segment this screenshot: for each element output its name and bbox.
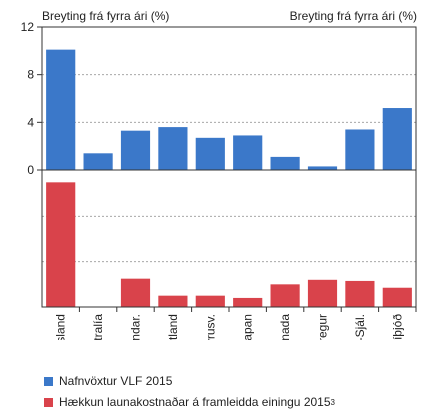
x-tick-label: Ástralía [90, 314, 105, 340]
legend-swatch-red [44, 397, 53, 407]
top-panel-bars [46, 49, 412, 171]
x-tick-label: Japan [241, 314, 255, 340]
bar-gdp-7 [307, 166, 338, 170]
x-tick-label: Nýja-Sjál. [353, 314, 367, 340]
bar-gdp-3 [158, 127, 188, 170]
x-tick-label: Svíþjóð [390, 314, 404, 340]
right-axis-label: Breyting frá fyrra ári (%) [290, 9, 417, 23]
left-axis-label: Breyting frá fyrra ári (%) [42, 9, 169, 23]
bar-labor-cost-7 [307, 279, 338, 307]
top-panel-y-ticks: 0 4 8 12 [21, 20, 42, 177]
x-tick-label: Bretland [166, 314, 180, 340]
bar-labor-cost-5 [233, 297, 263, 307]
bar-labor-cost-3 [158, 295, 188, 307]
bar-gdp-0 [46, 49, 76, 171]
bottom-panel-bars [46, 182, 412, 307]
bar-gdp-9 [382, 108, 412, 170]
bar-gdp-6 [270, 156, 300, 170]
bar-gdp-5 [233, 135, 263, 170]
legend-item-labor-cost: Hækkun launakostnaðar á framleidda einin… [44, 395, 335, 409]
y-tick-label: 0 [27, 163, 34, 177]
bar-labor-cost-2 [120, 278, 151, 307]
x-tick-label: Noregur [316, 314, 330, 340]
bar-chart: Breyting frá fyrra ári (%) Breyting frá … [21, 9, 417, 340]
legend-item-gdp: Nafnvöxtur VLF 2015 [44, 374, 172, 388]
legend-swatch-blue [44, 376, 53, 386]
x-tick-label: Kanada [278, 314, 292, 340]
bar-labor-cost-0 [46, 182, 76, 307]
bar-labor-cost-9 [382, 287, 412, 307]
y-tick-label: 8 [27, 68, 34, 82]
bar-labor-cost-6 [270, 284, 300, 307]
bar-gdp-2 [120, 130, 151, 170]
legend-label-labor-cost: Hækkun launakostnaðar á framleidda einin… [59, 395, 331, 409]
x-axis-tick-labels: Ísland Ástralía Bandar. Bretland Evrusv. Japa… [53, 307, 417, 340]
bar-gdp-1 [83, 153, 113, 170]
x-tick-label: Bandar. [129, 314, 143, 340]
bar-labor-cost-8 [345, 280, 375, 307]
top-panel-grid [42, 74, 416, 123]
y-tick-label: 12 [21, 20, 35, 34]
bar-labor-cost-4 [195, 295, 225, 307]
y-tick-label: 4 [27, 115, 34, 129]
x-tick-label: Evrusv. [203, 314, 217, 340]
x-tick-label: Ísland [53, 314, 68, 340]
legend-label-gdp: Nafnvöxtur VLF 2015 [59, 374, 173, 388]
bar-gdp-8 [345, 129, 375, 170]
bar-gdp-4 [195, 137, 225, 170]
legend-footnote-marker: 3 [330, 397, 335, 407]
bottom-panel-grid [42, 215, 416, 263]
